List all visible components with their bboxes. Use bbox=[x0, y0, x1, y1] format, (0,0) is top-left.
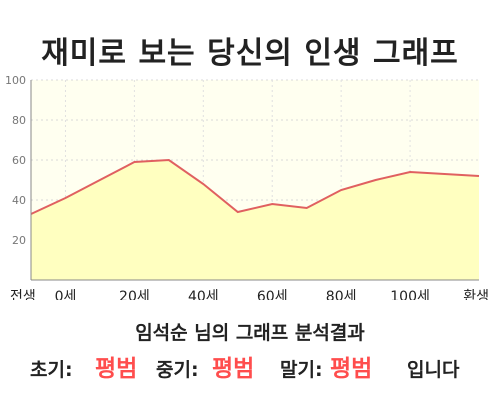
x-tick-labels: 전생 0세 20세 40세 60세 80세 100세 환생 bbox=[10, 289, 489, 300]
y-tick-label: 40 bbox=[12, 194, 26, 207]
x-tick-label: 0세 bbox=[55, 289, 77, 300]
x-tick-label: 40세 bbox=[188, 289, 219, 300]
sentence-ending: 입니다 bbox=[407, 359, 460, 381]
x-tick-label: 20세 bbox=[119, 289, 150, 300]
early-stage-value: 평범 bbox=[95, 356, 138, 382]
x-tick-label: 전생 bbox=[10, 289, 36, 300]
y-tick-label: 80 bbox=[12, 114, 26, 127]
x-tick-label: 환생 bbox=[463, 289, 489, 300]
middle-stage-value: 평범 bbox=[212, 356, 255, 382]
stage-results: 초기: 평범 중기: 평범 말기: 평범 입니다 bbox=[0, 343, 500, 383]
analysis-summary: 임석순 님의 그래프 분석결과 bbox=[135, 322, 365, 344]
middle-stage-label: 중기: bbox=[156, 359, 199, 381]
y-tick-label: 100 bbox=[5, 74, 26, 87]
x-tick-label: 60세 bbox=[257, 289, 288, 300]
late-stage-label: 말기: bbox=[280, 359, 323, 381]
x-tick-label: 80세 bbox=[326, 289, 357, 300]
area-fill bbox=[31, 160, 479, 280]
chart-title: 재미로 보는 당신의 인생 그래프 bbox=[41, 36, 459, 71]
early-stage-label: 초기: bbox=[30, 359, 73, 381]
x-tick-label: 100세 bbox=[390, 289, 430, 300]
y-tick-label: 60 bbox=[12, 154, 26, 167]
y-tick-labels: 100 80 60 40 20 bbox=[5, 74, 26, 247]
y-tick-label: 20 bbox=[12, 234, 26, 247]
life-graph-chart: 100 80 60 40 20 전생 0세 20세 40세 60세 80세 100세 환생 bbox=[5, 74, 489, 300]
late-stage-value: 평범 bbox=[330, 356, 373, 382]
series-line bbox=[30, 158, 480, 215]
